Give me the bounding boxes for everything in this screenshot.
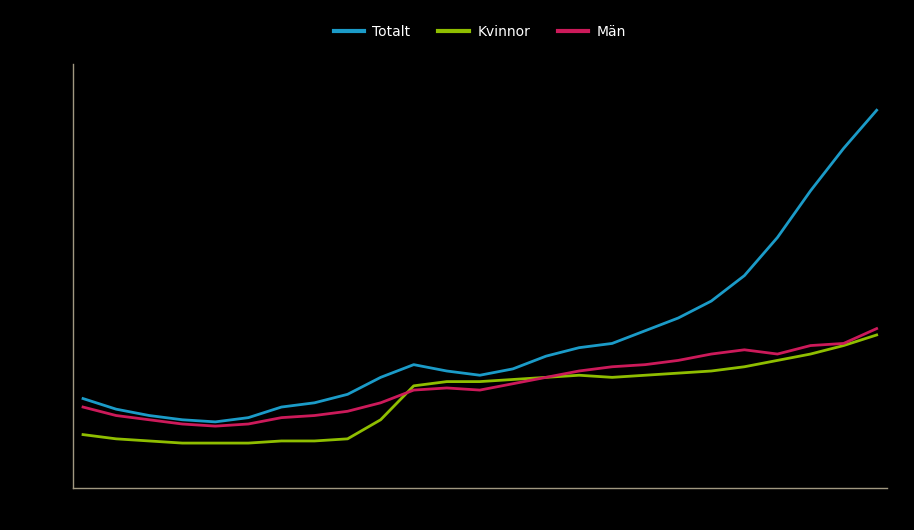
Legend: Totalt, Kvinnor, Män: Totalt, Kvinnor, Män bbox=[328, 20, 632, 45]
